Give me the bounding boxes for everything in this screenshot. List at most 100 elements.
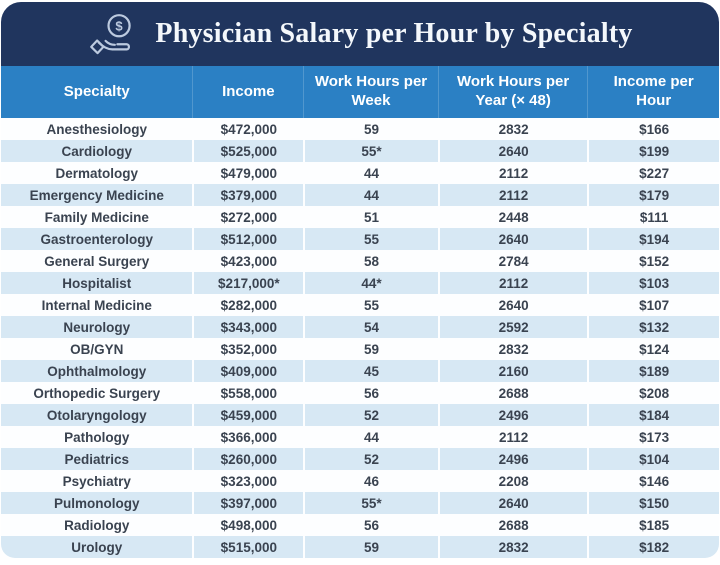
cell-specialty: Psychiatry [62,473,131,489]
table-row: Dermatology $479,000 44 2112 $227 [1,162,719,184]
cell-work-hours-week: 55* [303,140,438,162]
cell-income-per-hour: $146 [587,470,719,492]
cell-specialty: Emergency Medicine [29,187,164,203]
cell-work-hours-year: 2160 [437,360,588,382]
table-header-row: Specialty Income Work Hours per Week Wor… [1,66,719,118]
cell-income: $423,000 [192,250,303,272]
cell-specialty: Hospitalist [62,275,132,291]
cell-income: $525,000 [192,140,303,162]
cell-work-hours-year: 2112 [437,272,588,294]
table-row: Otolaryngology $459,000 52 2496 $184 [1,404,719,426]
cell-specialty: Internal Medicine [41,297,152,313]
table-row: Pediatrics $260,000 52 2496 $104 [1,448,719,470]
table-row: Emergency Medicine $379,000 44 2112 $179 [1,184,719,206]
cell-work-hours-week: 52 [303,448,438,470]
cell-income: $217,000* [192,272,303,294]
cell-income: $409,000 [192,360,303,382]
cell-income-per-hour: $166 [587,118,719,140]
cell-work-hours-year: 2832 [437,338,588,360]
cell-income-per-hour: $124 [587,338,719,360]
cell-income-per-hour: $111 [587,206,719,228]
cell-work-hours-year: 2112 [437,426,588,448]
cell-income: $352,000 [192,338,303,360]
cell-work-hours-week: 45 [303,360,438,382]
cell-specialty: Neurology [63,319,131,335]
cell-work-hours-week: 58 [303,250,438,272]
cell-work-hours-year: 2640 [437,492,588,514]
cell-specialty: Radiology [64,517,130,533]
cell-work-hours-year: 2832 [437,118,588,140]
cell-specialty: Orthopedic Surgery [33,385,161,401]
cell-income-per-hour: $182 [587,536,719,558]
cell-income: $459,000 [192,404,303,426]
table-row: Pathology $366,000 44 2112 $173 [1,426,719,448]
cell-income: $498,000 [192,514,303,536]
cell-income-per-hour: $103 [587,272,719,294]
table-row: Psychiatry $323,000 46 2208 $146 [1,470,719,492]
cell-work-hours-year: 2640 [437,140,588,162]
cell-income: $515,000 [192,536,303,558]
cell-income: $472,000 [192,118,303,140]
cell-specialty: Cardiology [61,143,132,159]
cell-work-hours-year: 2688 [437,382,588,404]
cell-specialty: Dermatology [55,165,138,181]
cell-specialty: OB/GYN [70,341,124,357]
cell-work-hours-week: 59 [303,338,438,360]
cell-work-hours-week: 55 [303,294,438,316]
cell-work-hours-week: 51 [303,206,438,228]
table-row: Radiology $498,000 56 2688 $185 [1,514,719,536]
cell-income-per-hour: $208 [587,382,719,404]
title-bar: $ Physician Salary per Hour by Specialty [1,2,719,66]
cell-income-per-hour: $152 [587,250,719,272]
cell-work-hours-year: 2688 [437,514,588,536]
cell-work-hours-week: 44* [303,272,438,294]
page-title: Physician Salary per Hour by Specialty [155,18,633,49]
table-row: OB/GYN $352,000 59 2832 $124 [1,338,719,360]
cell-work-hours-year: 2640 [437,228,588,250]
table-row: Internal Medicine $282,000 55 2640 $107 [1,294,719,316]
cell-specialty: General Surgery [44,253,150,269]
column-header-work-hours-per-week: Work Hours per Week [303,66,438,118]
table-body: Anesthesiology $472,000 59 2832 $166 Cardiolo… [1,118,719,558]
column-header-specialty: Specialty [63,82,130,100]
cell-work-hours-week: 59 [303,536,438,558]
cell-income: $558,000 [192,382,303,404]
cell-specialty: Otolaryngology [46,407,147,423]
cell-income-per-hour: $184 [587,404,719,426]
cell-work-hours-week: 46 [303,470,438,492]
cell-work-hours-week: 56 [303,514,438,536]
table-row: Neurology $343,000 54 2592 $132 [1,316,719,338]
table-row: General Surgery $423,000 58 2784 $152 [1,250,719,272]
cell-work-hours-year: 2112 [437,162,588,184]
svg-text:$: $ [116,18,124,33]
column-header-income-per-hour: Income per Hour [587,66,719,118]
cell-income-per-hour: $227 [587,162,719,184]
cell-income-per-hour: $150 [587,492,719,514]
table-row: Family Medicine $272,000 51 2448 $111 [1,206,719,228]
table-row: Urology $515,000 59 2832 $182 [1,536,719,558]
cell-work-hours-week: 44 [303,184,438,206]
cell-income: $282,000 [192,294,303,316]
cell-income: $397,000 [192,492,303,514]
table-row: Orthopedic Surgery $558,000 56 2688 $208 [1,382,719,404]
cell-work-hours-week: 59 [303,118,438,140]
cell-income-per-hour: $185 [587,514,719,536]
cell-specialty: Pathology [64,429,130,445]
table-row: Anesthesiology $472,000 59 2832 $166 [1,118,719,140]
cell-income: $479,000 [192,162,303,184]
cell-income-per-hour: $199 [587,140,719,162]
cell-work-hours-week: 52 [303,404,438,426]
cell-specialty: Ophthalmology [47,363,147,379]
cell-income: $366,000 [192,426,303,448]
cell-work-hours-year: 2640 [437,294,588,316]
cell-income: $512,000 [192,228,303,250]
cell-work-hours-week: 54 [303,316,438,338]
hand-holding-dollar-coin-icon: $ [90,14,132,55]
cell-specialty: Family Medicine [44,209,149,225]
table-row: Hospitalist $217,000* 44* 2112 $103 [1,272,719,294]
table-row: Pulmonology $397,000 55* 2640 $150 [1,492,719,514]
cell-work-hours-year: 2784 [437,250,588,272]
cell-income: $272,000 [192,206,303,228]
cell-income-per-hour: $173 [587,426,719,448]
